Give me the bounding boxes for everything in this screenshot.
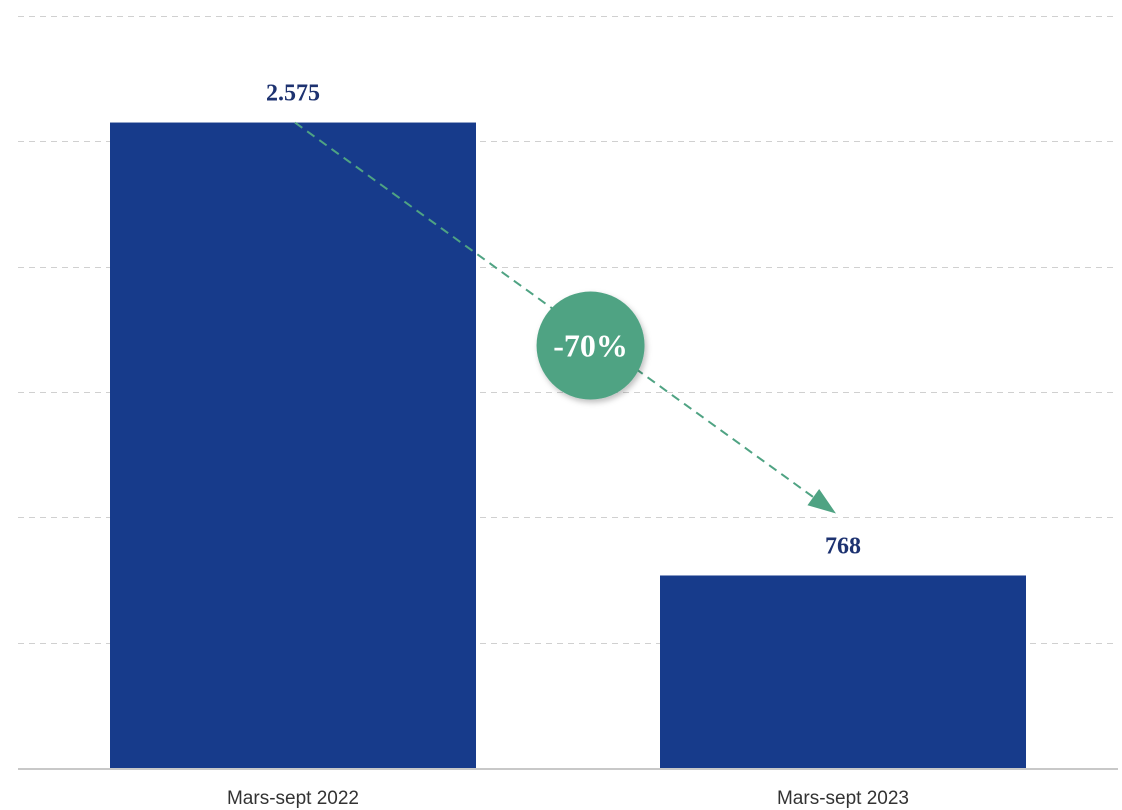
bars (110, 122, 1026, 769)
x-tick-label: Mars-sept 2022 (227, 788, 359, 809)
change-badge (536, 291, 645, 400)
labels: 2.575 Mars-sept 2022 768 Mars-sept 2023 (227, 81, 909, 809)
bar (660, 575, 1026, 768)
change-annotation: -70% (294, 121, 836, 514)
bar (110, 122, 476, 769)
x-tick-label: Mars-sept 2023 (777, 788, 909, 809)
change-percent-label: -70% (553, 328, 628, 364)
data-label: 768 (825, 533, 861, 559)
arrow-head-icon (807, 488, 836, 514)
data-label: 2.575 (266, 81, 320, 107)
